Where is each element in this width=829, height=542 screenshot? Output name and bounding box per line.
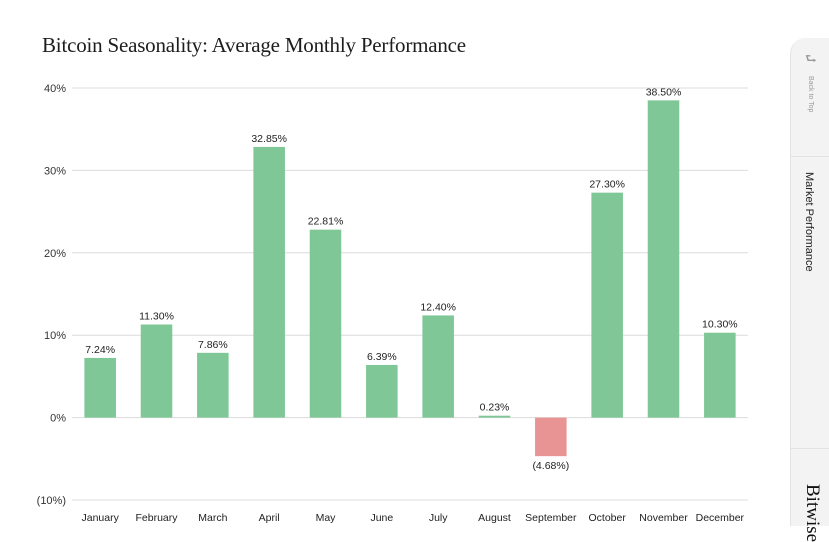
bar [591, 192, 623, 418]
data-label: (4.68%) [532, 460, 569, 472]
bar [478, 415, 511, 418]
x-tick-label: March [198, 512, 227, 524]
chart-title: Bitcoin Seasonality: Average Monthly Per… [42, 33, 466, 57]
y-tick-label: 20% [44, 248, 66, 260]
brand-logo: Bitwise [802, 484, 823, 542]
x-tick-label: April [259, 512, 280, 524]
x-tick-label: January [81, 512, 119, 524]
bar [366, 364, 398, 418]
bar-chart: 40% 30% 20% 10% 0% (10%) 7.24% January 11.30% Feb… [37, 83, 748, 524]
data-label: 12.40% [420, 301, 456, 313]
x-tick-label: December [696, 512, 745, 524]
bar [422, 315, 454, 418]
side-panel: ⮐ Back to Top Market Performance Bitwise [790, 38, 829, 542]
return-arrow-icon: ⮐ [804, 51, 817, 66]
data-label: 7.86% [198, 339, 228, 351]
data-label: 10.30% [702, 319, 738, 331]
x-tick-label: August [478, 512, 511, 524]
x-tick-label: November [639, 512, 688, 524]
bar [197, 352, 229, 418]
x-tick-label: June [370, 512, 393, 524]
data-label: 22.81% [308, 216, 344, 228]
x-tick-label: September [525, 512, 577, 524]
x-tick-label: October [588, 512, 626, 524]
market-performance-link[interactable]: Market Performance [803, 172, 815, 272]
x-tick-label: July [429, 512, 448, 524]
x-tick-label: May [316, 512, 337, 524]
data-label: 32.85% [251, 133, 287, 145]
side-divider-bottom [791, 448, 829, 449]
data-label: 27.30% [589, 179, 625, 191]
y-tick-label: (10%) [37, 495, 66, 507]
bar [704, 332, 736, 418]
data-label: 6.39% [367, 351, 397, 363]
bar [140, 324, 173, 418]
back-to-top-button[interactable]: ⮐ Back to Top [791, 51, 829, 162]
bar [647, 100, 680, 418]
y-tick-label: 30% [44, 165, 66, 177]
data-label: 0.23% [480, 402, 510, 414]
bar [535, 417, 567, 457]
data-label: 7.24% [85, 344, 115, 356]
bar [253, 146, 285, 418]
data-label: 11.30% [139, 310, 174, 322]
back-to-top-label: Back to Top [807, 76, 814, 113]
bar [84, 357, 116, 418]
data-label: 38.50% [646, 86, 682, 98]
side-divider [791, 156, 829, 157]
y-tick-label: 0% [50, 413, 66, 425]
y-tick-label: 10% [44, 330, 66, 342]
y-tick-label: 40% [44, 83, 66, 95]
x-tick-label: February [135, 512, 178, 524]
bar [309, 229, 342, 418]
